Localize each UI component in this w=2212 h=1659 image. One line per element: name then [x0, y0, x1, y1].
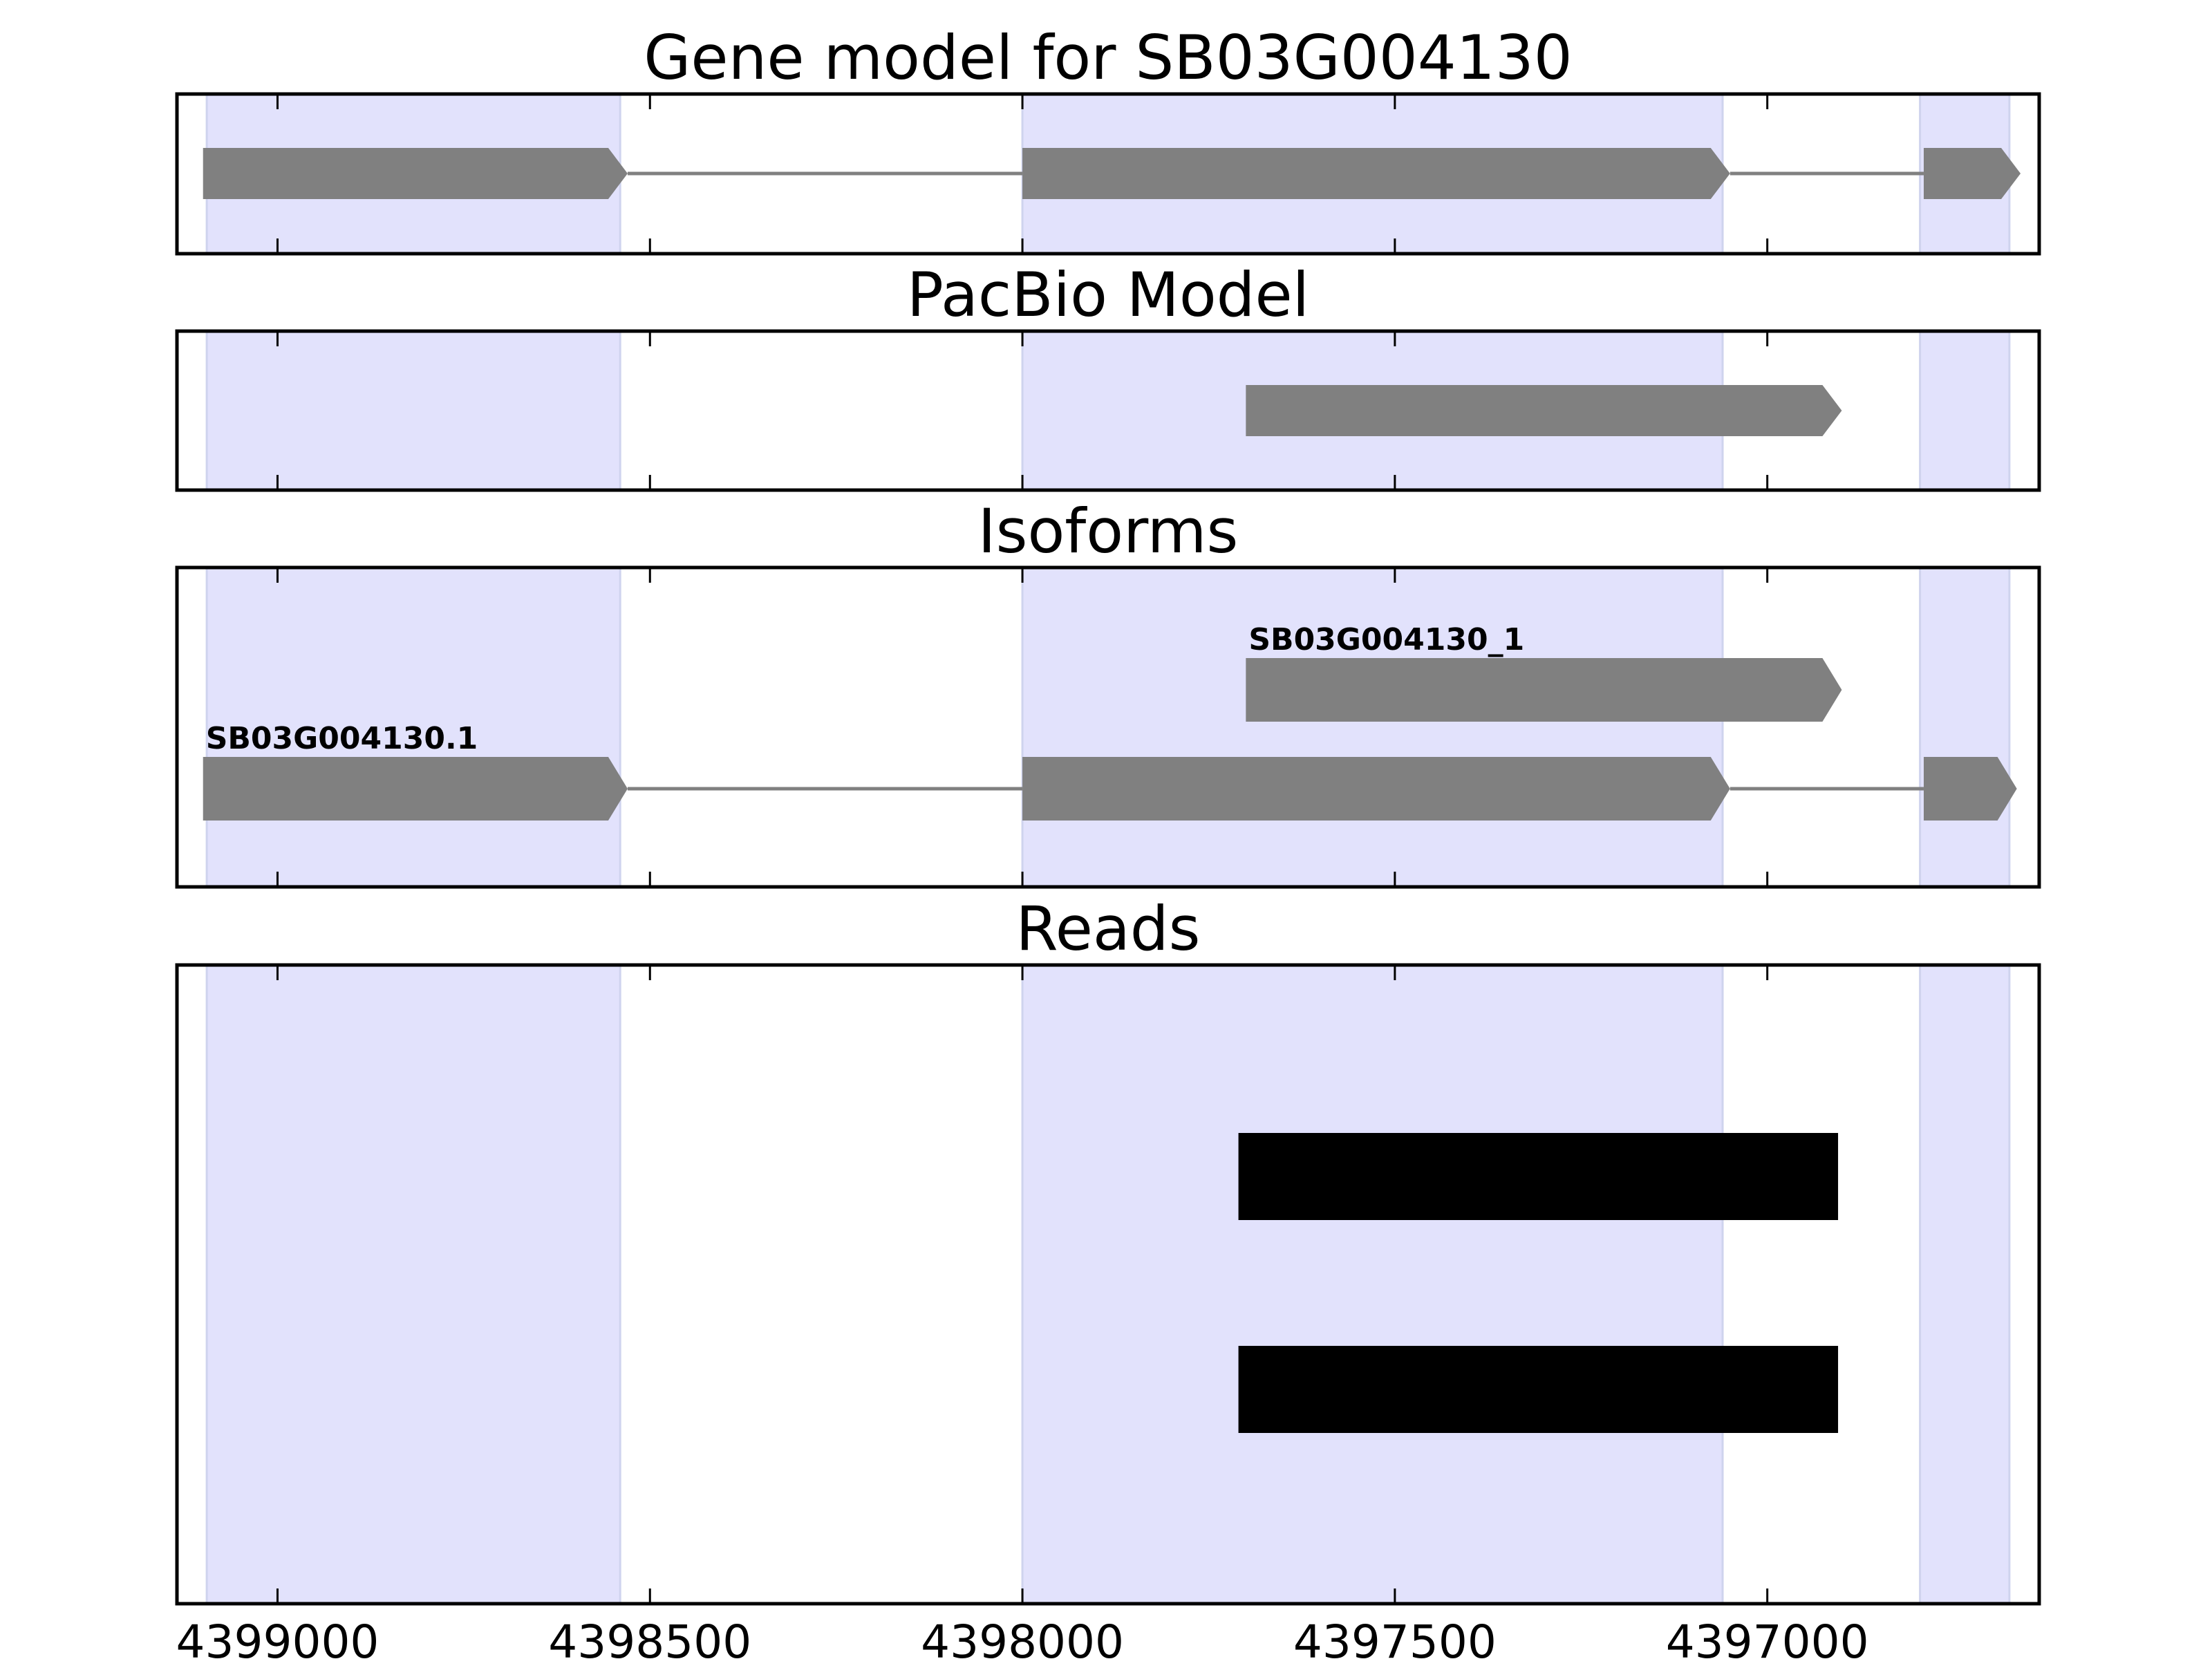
- exon-block: [203, 757, 628, 821]
- exon-block: [1246, 658, 1842, 722]
- isoform-label: SB03G004130.1: [206, 721, 478, 756]
- panel-frame: [175, 963, 2041, 1606]
- panel-frame: [175, 92, 2041, 256]
- transcript-row: SB03G004130_1: [1246, 622, 1842, 722]
- exon-highlight-region: [205, 964, 621, 1605]
- panel-reads: Reads: [175, 893, 2041, 1606]
- exon-highlight-region: [1919, 964, 2011, 1605]
- panel-title: PacBio Model: [907, 259, 1309, 330]
- exon-block: [203, 148, 628, 199]
- x-tick-label: 4397000: [1666, 1615, 1869, 1659]
- panel-frame: [175, 565, 2041, 889]
- read-bar: [1238, 1346, 1839, 1433]
- exon-highlight-region: [1021, 566, 1724, 888]
- exon-highlight-region: [205, 330, 621, 491]
- panel-gene_model: Gene model for SB03G004130: [175, 22, 2041, 256]
- exon-block: [1923, 757, 2017, 821]
- x-tick-label: 4398000: [921, 1615, 1124, 1659]
- panel-title: Gene model for SB03G004130: [644, 22, 1573, 93]
- panel-pacbio: PacBio Model: [175, 259, 2041, 492]
- transcript-row: [203, 148, 2021, 199]
- transcript-row: [1246, 385, 1842, 436]
- x-tick-label: 4398500: [548, 1615, 751, 1659]
- exon-block: [1923, 148, 2021, 199]
- panel-title: Reads: [1016, 893, 1201, 964]
- isoform-label: SB03G004130_1: [1248, 622, 1524, 657]
- exon-block: [1022, 757, 1730, 821]
- exon-block: [1246, 385, 1842, 436]
- panel-title: Isoforms: [978, 496, 1239, 567]
- read-bar: [1238, 1133, 1839, 1220]
- exon-highlight-region: [1021, 964, 1724, 1605]
- exon-highlight-region: [1919, 330, 2011, 491]
- panel-frame: [175, 329, 2041, 492]
- exon-highlight-region: [1919, 566, 2011, 888]
- x-tick-label: 4397500: [1293, 1615, 1497, 1659]
- x-tick-label: 4399000: [176, 1615, 379, 1659]
- transcript-row: SB03G004130.1: [203, 721, 2017, 821]
- exon-block: [1022, 148, 1730, 199]
- panel-isoforms: SB03G004130_1 SB03G004130.1 Isoforms: [175, 496, 2041, 889]
- exon-highlight-region: [205, 566, 621, 888]
